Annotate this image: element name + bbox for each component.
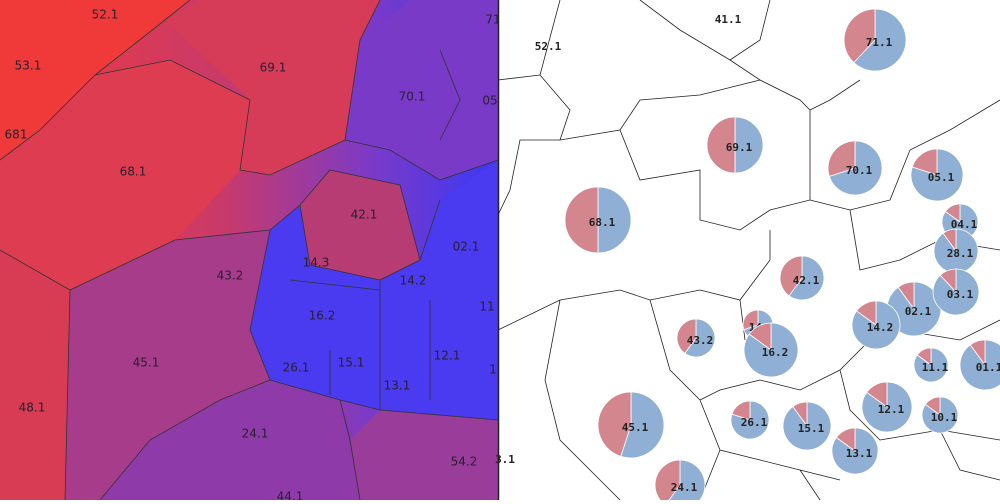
region-label: 16.2 bbox=[309, 309, 336, 323]
pie-label: 42.1 bbox=[793, 274, 820, 287]
pie-label: 43.2 bbox=[687, 334, 714, 347]
pie-label: 71.1 bbox=[866, 36, 893, 49]
region-label: 52.1 bbox=[92, 8, 119, 22]
pie-red bbox=[792, 401, 808, 428]
region-label: 43.2 bbox=[217, 269, 244, 283]
pie-red bbox=[843, 8, 876, 64]
pie-label: 15.1 bbox=[798, 422, 825, 435]
pie-red bbox=[924, 396, 941, 416]
pie-label: 69.1 bbox=[726, 141, 753, 154]
pie-blue bbox=[684, 318, 716, 358]
pie-label: 01.1 bbox=[976, 361, 1000, 374]
pie-blue bbox=[620, 391, 665, 459]
pie-blue bbox=[665, 459, 706, 504]
pie-red bbox=[748, 322, 772, 351]
pie-red bbox=[916, 347, 932, 366]
region-label: 14.2 bbox=[400, 274, 427, 288]
pie-red bbox=[939, 268, 957, 294]
region-label: 41.1 bbox=[715, 13, 742, 26]
region-label: 48.1 bbox=[19, 401, 46, 415]
region-label: 42.1 bbox=[351, 208, 378, 222]
region-label: 13.1 bbox=[384, 379, 411, 393]
pie-blue bbox=[959, 339, 1000, 391]
region-label: 53.1 bbox=[15, 59, 42, 73]
region-label: 05 bbox=[482, 94, 497, 108]
region-label: 45.1 bbox=[133, 356, 160, 370]
pie-red bbox=[911, 148, 938, 176]
region-label: 52.1 bbox=[535, 40, 562, 53]
pie-blue bbox=[910, 148, 964, 202]
pie-label: 14.2 bbox=[867, 321, 894, 334]
pie-label: 12.1 bbox=[878, 403, 905, 416]
pie-panel: 52.1 41.1 3.1 71.1 69.1 68.1 70.1 05.1 04.1 28.1 4… bbox=[495, 0, 1000, 504]
pie-red bbox=[827, 140, 856, 177]
pie-label: 05.1 bbox=[928, 171, 955, 184]
region-label: 68.1 bbox=[120, 165, 147, 179]
pie-label: 11.1 bbox=[922, 361, 949, 374]
pie-blue bbox=[853, 8, 907, 72]
pie-label: 16.2 bbox=[762, 346, 789, 359]
pie-label: 68.1 bbox=[589, 216, 616, 229]
pie-red bbox=[564, 186, 599, 254]
region-label: 26.1 bbox=[283, 361, 310, 375]
pie-blue bbox=[828, 140, 883, 196]
pie-red bbox=[835, 427, 856, 452]
region-label: 15.1 bbox=[338, 356, 365, 370]
pie-red bbox=[944, 203, 961, 223]
region-label: 71 bbox=[485, 13, 500, 27]
pie-red bbox=[866, 381, 888, 408]
pie-red bbox=[706, 116, 736, 174]
pie-label: 04.1 bbox=[951, 218, 978, 231]
pie-label: 02.1 bbox=[905, 305, 932, 318]
pie-blue bbox=[788, 255, 825, 301]
region-label: 11 bbox=[479, 300, 494, 314]
pie-blue bbox=[734, 116, 764, 174]
pie-label: 70.1 bbox=[846, 164, 873, 177]
region-label: 1 bbox=[489, 363, 497, 377]
pie-label: 03.1 bbox=[947, 288, 974, 301]
pie-label: 26.1 bbox=[741, 416, 768, 429]
pie-red bbox=[856, 300, 877, 326]
region-label: 44.1 bbox=[277, 490, 304, 501]
pie-blue bbox=[597, 186, 632, 254]
pie-red bbox=[731, 400, 751, 421]
pie-red bbox=[597, 391, 632, 457]
region-label: 70.1 bbox=[399, 90, 426, 104]
region-label: 681 bbox=[5, 128, 28, 142]
region-label: 12.1 bbox=[434, 349, 461, 363]
pie-label: 28.1 bbox=[947, 247, 974, 260]
pie-red bbox=[742, 309, 759, 331]
pie-red bbox=[969, 339, 986, 367]
region-label: 02.1 bbox=[453, 240, 480, 254]
pie-red bbox=[676, 318, 697, 354]
pie-red bbox=[942, 228, 957, 253]
region-label: 3.1 bbox=[495, 453, 515, 466]
pie-label: 45.1 bbox=[622, 421, 649, 434]
choropleth-panel: 52.1 71 53.1 69.1 70.1 05 681 68.1 42.1 14.3 43.2 1… bbox=[0, 0, 500, 501]
pie-red bbox=[779, 255, 803, 297]
pie-label: 24.1 bbox=[671, 481, 698, 494]
region-label: 14.3 bbox=[303, 256, 330, 270]
region-label: 54.2 bbox=[451, 455, 478, 469]
region-label: 24.1 bbox=[242, 427, 269, 441]
pie-label: 10.1 bbox=[931, 411, 958, 424]
pie-red bbox=[897, 281, 915, 311]
pie-blue bbox=[861, 381, 913, 433]
region-label: 69.1 bbox=[260, 61, 287, 75]
pie-label: 13.1 bbox=[846, 447, 873, 460]
